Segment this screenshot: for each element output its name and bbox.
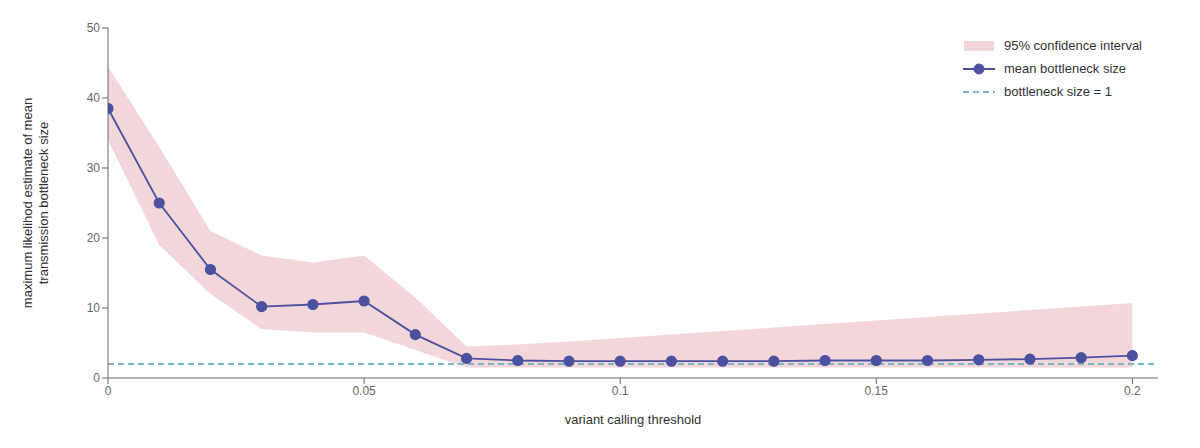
html-text:mean bottleneck size: mean bottleneck size — [1004, 61, 1127, 76]
svg-text:variant calling threshold: variant calling threshold — [565, 412, 702, 427]
svg-text:20: 20 — [87, 231, 101, 245]
svg-text:40: 40 — [87, 91, 101, 105]
svg-text:0: 0 — [93, 371, 100, 385]
svg-text:0.2: 0.2 — [1124, 384, 1141, 398]
svg-text:maximum likelihod estimate of: maximum likelihod estimate of meantransm… — [20, 98, 51, 308]
svg-text:0: 0 — [105, 384, 112, 398]
html-text:bottleneck size = 1: bottleneck size = 1 — [1004, 84, 1112, 99]
svg-text:50: 50 — [87, 21, 101, 35]
svg-text:30: 30 — [87, 161, 101, 175]
svg-text:0.15: 0.15 — [865, 384, 889, 398]
svg-text:10: 10 — [87, 301, 101, 315]
svg-text:0.05: 0.05 — [352, 384, 376, 398]
svg-text:0.1: 0.1 — [612, 384, 629, 398]
html-text:95% confidence interval: 95% confidence interval — [1004, 38, 1142, 53]
